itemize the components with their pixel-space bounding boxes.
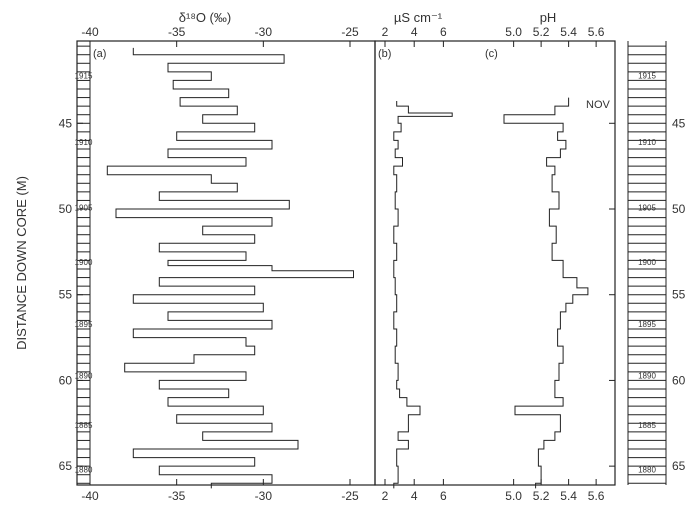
panel-c-series-line [503, 97, 589, 489]
panel-b-top-tick-label: 6 [440, 25, 447, 39]
nov-annotation: NOV [586, 99, 611, 111]
panel-a-x-axis-title: δ¹⁸O (‰) [179, 10, 231, 25]
panel-b-label: (b) [378, 48, 391, 60]
left-y-tick-label: 55 [59, 288, 73, 302]
panel-a-top-tick-label: -40 [81, 25, 99, 39]
panel-c-bottom-tick-label: 5.4 [560, 489, 577, 503]
panel-a-bottom-tick-label: -30 [255, 489, 273, 503]
year-label-right: 1880 [638, 466, 656, 475]
year-label-right: 1895 [638, 320, 656, 329]
y-axis-ticks: 45 45 50 50 55 55 60 60 65 65 [59, 116, 686, 473]
year-label-left: 1895 [75, 320, 93, 329]
x-axis-ticks: -40 -40 -35 -35 -30 -30 -25 -25 2 2 4 4 6 6 5.0 5.0 5.2 5… [81, 25, 604, 503]
panel-c-top-tick-label: 5.0 [505, 25, 522, 39]
panel-a-label: (a) [93, 48, 106, 60]
panel-a-top-tick-label: -35 [168, 25, 186, 39]
panel-c-bottom-tick-label: 5.6 [588, 489, 605, 503]
panel-b-bottom-tick-label: 6 [440, 489, 447, 503]
panel-a-top-tick-label: -30 [255, 25, 273, 39]
panel-b-series-line [393, 101, 453, 489]
panel-c-bottom-tick-label: 5.2 [533, 489, 550, 503]
panel-b-bottom-tick-label: 2 [382, 489, 389, 503]
right-y-tick-label: 60 [672, 373, 686, 387]
year-label-left: 1890 [75, 371, 93, 380]
panel-a-frame [76, 40, 376, 486]
year-label-right: 1890 [638, 371, 656, 380]
right-y-tick-label: 50 [672, 202, 686, 216]
panel-a-top-tick-label: -25 [341, 25, 359, 39]
year-label-left: 1880 [75, 466, 93, 475]
y-axis-title: DISTANCE DOWN CORE (M) [14, 176, 29, 350]
year-label-left: 1900 [75, 258, 93, 267]
year-label-right: 1900 [638, 258, 656, 267]
panel-a-bottom-tick-label: -25 [341, 489, 359, 503]
right-y-tick-label: 65 [672, 459, 686, 473]
year-label-right: 1885 [638, 421, 656, 430]
right-y-tick-label: 55 [672, 288, 686, 302]
left-y-tick-label: 50 [59, 202, 73, 216]
year-label-right: 1910 [638, 138, 656, 147]
panel-bc-frame [374, 40, 616, 486]
data-traces [106, 47, 589, 489]
left-y-tick-label: 45 [59, 116, 73, 130]
panel-c-bottom-tick-label: 5.0 [505, 489, 522, 503]
year-label-left: 1915 [75, 71, 93, 80]
panel-c-top-tick-label: 5.4 [560, 25, 577, 39]
year-label-left: 1905 [75, 203, 93, 212]
panel-b-x-axis-title: µS cm⁻¹ [394, 10, 443, 25]
panel-b-top-tick-label: 2 [382, 25, 389, 39]
year-gutter-ticks [77, 45, 666, 484]
panel-c-x-axis-title: pH [540, 10, 557, 25]
panel-a-bottom-tick-label: -35 [168, 489, 186, 503]
year-label-left: 1910 [75, 138, 93, 147]
year-label-left: 1885 [75, 421, 93, 430]
right-y-tick-label: 45 [672, 116, 686, 130]
panel-c-top-tick-label: 5.6 [588, 25, 605, 39]
year-label-right: 1915 [638, 71, 656, 80]
panel-b-top-tick-label: 4 [411, 25, 418, 39]
left-y-tick-label: 60 [59, 373, 73, 387]
panel-c-top-tick-label: 5.2 [533, 25, 550, 39]
panel-b-bottom-tick-label: 4 [411, 489, 418, 503]
year-label-right: 1905 [638, 203, 656, 212]
year-labels: 1915 1915 1910 1910 1905 1905 1900 1900 1895 1895… [75, 71, 657, 474]
left-y-tick-label: 65 [59, 459, 73, 473]
panel-a-bottom-tick-label: -40 [81, 489, 99, 503]
panel-a-series-line [106, 47, 354, 489]
panel-c-label: (c) [485, 48, 498, 60]
